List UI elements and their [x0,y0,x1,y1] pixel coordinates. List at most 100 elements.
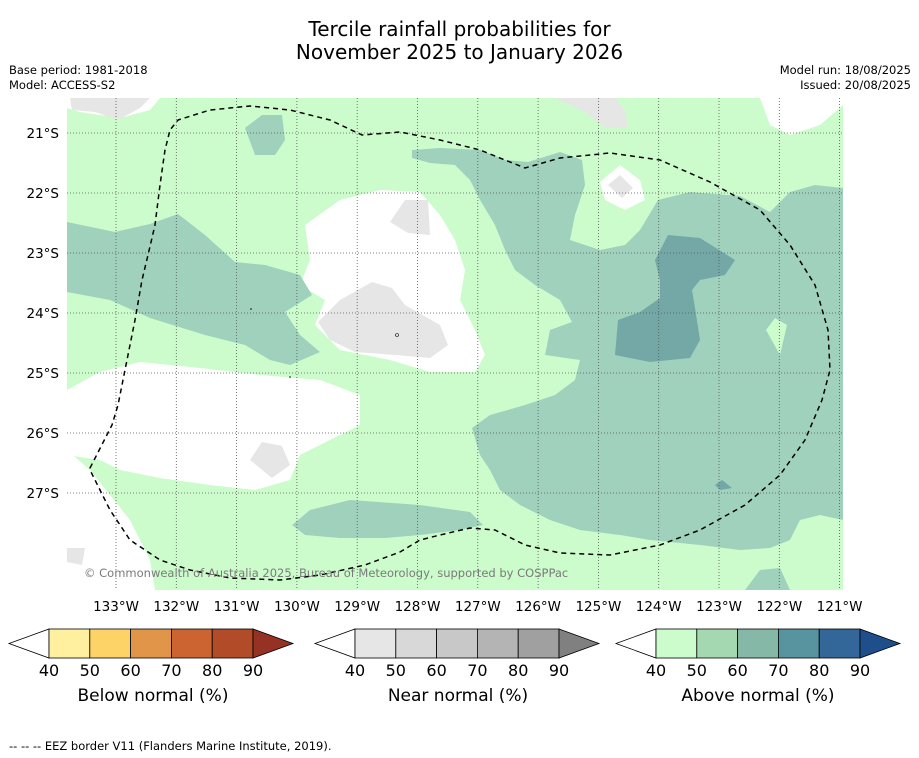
island-marker-2 [250,308,252,310]
colorbar-swatch [211,628,254,659]
colorbar-swatch [354,628,397,659]
map-title: Tercile rainfall probabilities for Novem… [0,18,919,64]
colorbar-swatch [170,628,213,659]
gridlines [67,98,843,590]
base-period: Base period: 1981-2018 [9,63,148,77]
colorbar-tick: 50 [80,661,100,680]
lon-label: 125°W [575,599,621,615]
colorbar-tick: 50 [687,661,707,680]
colorbar-low-extend [614,628,657,659]
model-run: Model run: 18/08/2025 [779,63,911,77]
colorbar-tick: 90 [243,661,263,680]
above-normal-50-area-north [245,115,285,155]
lon-label: 121°W [817,599,863,615]
lon-label: 133°W [93,599,139,615]
colorbar-low-extend [313,628,356,659]
colorbar-swatch [89,628,132,659]
near-normal-area-6 [608,175,633,198]
colorbar-tick: 40 [345,661,365,680]
colorbar-high-extend [859,628,902,659]
title-line-2: November 2025 to January 2026 [295,40,624,64]
colorbar-tick: 80 [202,661,222,680]
colorbar-tick: 80 [809,661,829,680]
lat-label: 23°S [27,246,60,262]
colorbar-swatch [476,628,519,659]
near-normal-label: Near normal (%) [387,686,529,706]
colorbar-high-extend [558,628,601,659]
copyright-text: © Commonwealth of Australia 2025, Bureau… [84,566,568,580]
lat-label: 26°S [27,426,60,442]
map-fields [67,98,843,590]
colorbar: 40 50 60 70 80 90 [313,628,601,680]
colorbar-swatch [696,628,738,659]
lat-label: 21°S [27,126,60,142]
above-normal-50-area-west [67,214,320,365]
lon-label: 132°W [153,599,199,615]
colorbar-tick: 60 [727,661,747,680]
lon-label: 131°W [214,599,260,615]
colorbar-swatch [655,628,698,659]
colorbar-swatch [395,628,437,659]
lon-label: 122°W [756,599,802,615]
colorbar-tick: 70 [467,661,487,680]
latitude-labels: 21°S 22°S 23°S 24°S 25°S 26°S 27°S [27,126,60,502]
lon-label: 123°W [696,599,742,615]
colorbar-tick: 90 [850,661,870,680]
eez-legend: -- -- -- EEZ border V11 (Flanders Marine… [9,739,332,753]
colorbar-swatch [130,628,172,659]
no-signal-area-top-right [760,98,843,135]
lon-label: 127°W [455,599,501,615]
colorbar-tick: 60 [426,661,446,680]
island-marker-3 [289,376,291,378]
above-normal-40-hole [766,318,787,355]
model-name: Model: ACCESS-S2 [9,78,116,92]
meta-left: Base period: 1981-2018 Model: ACCESS-S2 [9,63,148,93]
no-signal-area-west-edge [67,450,155,590]
meta-right: Model run: 18/08/2025 Issued: 20/08/2025 [780,63,911,93]
colorbar-swatch [48,628,91,659]
lat-label: 25°S [27,366,60,382]
lat-label: 24°S [27,306,60,322]
colorbar-low-extend [7,628,50,659]
colorbar-tick: 90 [549,661,569,680]
colorbar-tick: 70 [768,661,788,680]
lon-label: 130°W [274,599,320,615]
colorbars: 40 50 60 70 80 90 40 50 60 70 80 90 40 50 60 70 80 90 [7,628,902,680]
colorbar-tick: 70 [161,661,181,680]
colorbar: 40 50 60 70 80 90 [614,628,902,680]
lon-label: 128°W [395,599,441,615]
colorbar-swatch [436,628,478,659]
lon-label: 124°W [636,599,682,615]
longitude-labels: 133°W 132°W 131°W 130°W 129°W 128°W 127°W 126°W… [93,599,862,615]
above-normal-50-area-south [292,500,483,538]
colorbar-high-extend [252,628,295,659]
lon-label: 129°W [334,599,380,615]
island-marker [395,333,399,337]
above-normal-60-area [615,235,735,362]
colorbar-swatch [517,628,560,659]
lon-label: 126°W [515,599,561,615]
issued-date: Issued: 20/08/2025 [800,78,911,92]
colorbar: 40 50 60 70 80 90 [7,628,295,680]
near-normal-area-5 [250,442,290,478]
colorbar-swatch [778,628,820,659]
above-normal-50-area-southeast [745,568,790,590]
near-normal-area-4 [318,282,448,358]
colorbar-swatch [818,628,861,659]
above-normal-label: Above normal (%) [681,686,835,706]
colorbar-swatch [737,628,779,659]
colorbar-tick: 50 [386,661,406,680]
colorbar-tick: 40 [39,661,59,680]
near-normal-area-1 [70,98,150,120]
near-normal-area-7 [67,548,85,565]
colorbar-tick: 80 [508,661,528,680]
below-normal-label: Below normal (%) [77,686,229,706]
near-normal-area-3 [390,200,430,235]
lat-label: 27°S [27,486,60,502]
colorbar-tick: 60 [120,661,140,680]
near-normal-area-2 [555,98,628,128]
lat-label: 22°S [27,186,60,202]
title-line-1: Tercile rainfall probabilities for [308,17,611,41]
colorbar-tick: 40 [646,661,666,680]
